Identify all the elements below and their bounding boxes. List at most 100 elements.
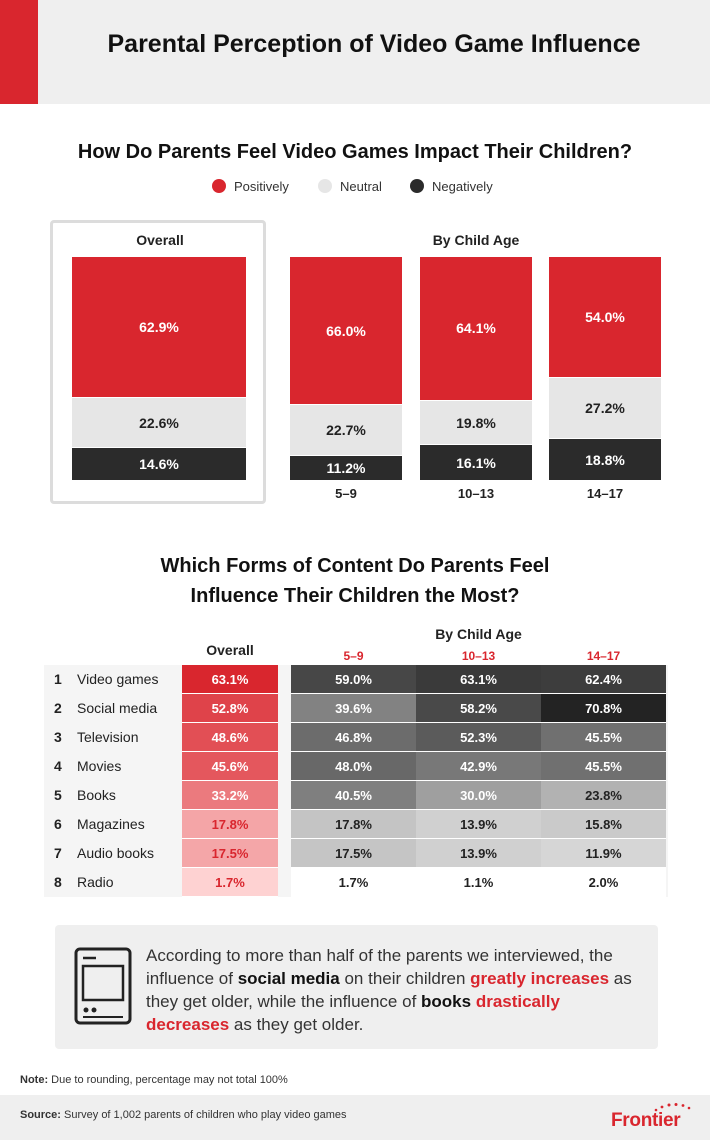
footer-band	[0, 1095, 710, 1140]
bar-data-label: 11.2%	[326, 459, 366, 476]
legend-item-negatively: Negatively	[410, 176, 493, 196]
heatmap-cell: 62.4%	[541, 665, 666, 694]
callout-text-part: as they get older, while the influence o…	[146, 969, 632, 1011]
heatmap-cell-value: 1.7%	[338, 874, 369, 890]
heatmap-cell-value: 1.7%	[215, 874, 245, 890]
heatmap-cell-value: 48.0%	[335, 758, 372, 774]
bar-data-label: 16.1%	[456, 454, 496, 471]
frontier-logo: Frontier	[611, 1110, 681, 1131]
heatmap-cell: 70.8%	[541, 694, 666, 723]
heatmap-cell-value: 17.5%	[335, 845, 372, 861]
callout-box	[55, 925, 658, 1049]
section2-title-line1: Which Forms of Content Do Parents Feel	[160, 555, 550, 577]
table-age-header-10-13: 10–13	[461, 649, 496, 663]
bar-data-label: 19.8%	[456, 414, 496, 431]
bar-data-label: 54.0%	[585, 309, 625, 326]
legend-swatch-icon	[318, 179, 332, 193]
heatmap-cell: 23.8%	[541, 781, 666, 810]
heatmap-cell: 11.9%	[541, 839, 666, 868]
legend-label: Positively	[234, 178, 289, 194]
row-rank: 1	[54, 671, 62, 687]
heatmap-cell: 1.1%	[416, 868, 541, 897]
heatmap-cell-value: 52.8%	[211, 700, 249, 716]
social-post-icon	[74, 947, 132, 1025]
heatmap-cell: 40.5%	[291, 781, 416, 810]
heatmap-cell-value: 48.6%	[211, 729, 249, 745]
heatmap-cell: 17.5%	[291, 839, 416, 868]
heatmap-cell: 39.6%	[291, 694, 416, 723]
heatmap-cell: 45.5%	[541, 752, 666, 781]
table-by-age-header: By Child Age	[435, 626, 522, 642]
heatmap-cell: 17.8%	[182, 810, 278, 839]
callout-text-part: on their children	[339, 969, 471, 988]
bar-data-label: 27.2%	[585, 400, 625, 417]
heatmap-cell: 52.8%	[182, 694, 278, 723]
bar-segment-negatively: 16.1%	[420, 444, 532, 480]
bar-segment-positively: 62.9%	[72, 257, 246, 398]
heatmap-cell-value: 62.4%	[585, 671, 622, 687]
bar-data-label: 14.6%	[139, 456, 179, 473]
bar-segment-positively: 66.0%	[290, 257, 402, 405]
heatmap-cell: 52.3%	[416, 723, 541, 752]
overall-group-label: Overall	[136, 232, 184, 248]
heatmap-cell-value: 17.5%	[211, 845, 249, 861]
bar-data-label: 18.8%	[585, 451, 625, 468]
row-content-name: Television	[77, 729, 139, 745]
source-label: Source:	[20, 1109, 61, 1121]
heatmap-cell: 58.2%	[416, 694, 541, 723]
table-overall-header: Overall	[206, 642, 254, 658]
heatmap-cell: 2.0%	[541, 868, 666, 897]
heatmap-cell-value: 23.8%	[585, 787, 622, 803]
heatmap-cell: 63.1%	[182, 665, 278, 694]
legend-label: Negatively	[432, 178, 493, 194]
row-content-name: Movies	[77, 758, 122, 774]
heatmap-cell: 63.1%	[416, 665, 541, 694]
heatmap-cell-value: 42.9%	[460, 758, 497, 774]
callout-bold-social-media: social media	[237, 969, 340, 988]
bar-segment-neutral: 27.2%	[549, 377, 661, 439]
row-content-name: Books	[77, 787, 116, 803]
note-text: Note: Due to rounding, percentage may no…	[20, 1074, 288, 1086]
heatmap-cell: 48.0%	[291, 752, 416, 781]
heatmap-cell-value: 1.1%	[463, 874, 494, 890]
bar-category-label: 5–9	[335, 486, 357, 501]
heatmap-cell-value: 45.6%	[211, 758, 249, 774]
bar-segment-neutral: 19.8%	[420, 399, 532, 445]
note-label: Note:	[20, 1074, 49, 1086]
source-text: Source: Survey of 1,002 parents of child…	[20, 1109, 347, 1121]
legend-label: Neutral	[340, 178, 382, 194]
callout-highlight-increases: greatly increases	[470, 969, 610, 988]
bar-data-label: 66.0%	[326, 322, 366, 339]
table-age-header-14-17: 14–17	[586, 649, 621, 663]
row-content-name: Video games	[77, 671, 159, 687]
legend-item-positively: Positively	[212, 176, 289, 196]
heatmap-cell-value: 39.6%	[335, 700, 372, 716]
heatmap-cell: 48.6%	[182, 723, 278, 752]
bar-segment-neutral: 22.6%	[72, 397, 246, 448]
bar-data-label: 22.6%	[139, 414, 179, 431]
heatmap-cell-value: 46.8%	[335, 729, 372, 745]
heatmap-cell-value: 30.0%	[460, 787, 497, 803]
source-body: Survey of 1,002 parents of children who …	[60, 1109, 347, 1121]
bar-data-label: 62.9%	[139, 319, 179, 336]
bar-segment-positively: 64.1%	[420, 257, 532, 400]
row-rank: 4	[54, 758, 62, 774]
table-age-header-5-9: 5–9	[343, 649, 364, 663]
heatmap-cell: 33.2%	[182, 781, 278, 810]
by-age-group-label: By Child Age	[432, 232, 520, 248]
heatmap-cell-value: 13.9%	[460, 845, 497, 861]
heatmap-cell: 45.5%	[541, 723, 666, 752]
heatmap-cell: 13.9%	[416, 810, 541, 839]
heatmap-cell: 59.0%	[291, 665, 416, 694]
heatmap-cell-value: 11.9%	[585, 845, 622, 861]
heatmap-cell-value: 63.1%	[460, 671, 497, 687]
section1-title: How Do Parents Feel Video Games Impact T…	[77, 141, 633, 163]
bar-segment-negatively: 18.8%	[549, 438, 661, 480]
heatmap-cell: 15.8%	[541, 810, 666, 839]
callout-text-part: as they get older.	[229, 1015, 364, 1034]
page-title: Parental Perception of Video Game Influe…	[107, 30, 641, 58]
heatmap-cell-value: 40.5%	[335, 787, 372, 803]
bar-category-label: 10–13	[457, 486, 495, 501]
heatmap-cell-value: 58.2%	[460, 700, 497, 716]
heatmap-cell: 45.6%	[182, 752, 278, 781]
